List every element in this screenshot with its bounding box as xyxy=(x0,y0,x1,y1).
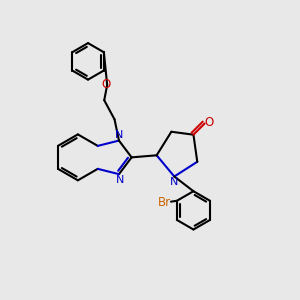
Text: O: O xyxy=(101,78,110,92)
Text: N: N xyxy=(169,177,178,188)
Text: N: N xyxy=(116,175,124,185)
Text: Br: Br xyxy=(158,196,171,209)
Text: N: N xyxy=(115,130,123,140)
Text: O: O xyxy=(204,116,214,128)
